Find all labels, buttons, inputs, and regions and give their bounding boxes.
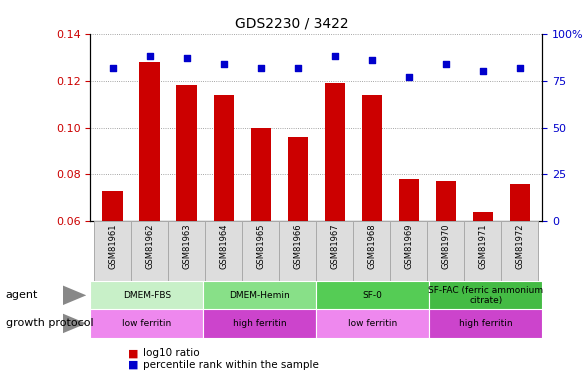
Text: GSM81970: GSM81970 [441,223,451,268]
Bar [429,281,542,309]
Text: GSM81961: GSM81961 [108,223,117,268]
Text: SF-FAC (ferric ammonium
citrate): SF-FAC (ferric ammonium citrate) [428,286,543,305]
Bar [465,221,501,281]
Bar [242,221,279,281]
Point [108,64,117,70]
Bar [251,128,271,221]
Text: high ferritin: high ferritin [459,319,512,328]
Bar [325,83,345,221]
Bar [177,86,197,221]
Text: GSM81972: GSM81972 [515,223,525,268]
Text: percentile rank within the sample: percentile rank within the sample [143,360,319,369]
Text: GSM81962: GSM81962 [145,223,154,268]
Point [515,64,525,70]
Polygon shape [63,314,86,333]
Text: high ferritin: high ferritin [233,319,287,328]
Point [330,53,339,59]
Bar [436,182,456,221]
Bar [473,212,493,221]
Text: SF-0: SF-0 [363,291,382,300]
Text: GSM81964: GSM81964 [219,223,228,268]
Text: GSM81963: GSM81963 [182,223,191,268]
Text: low ferritin: low ferritin [348,319,398,328]
Bar [168,221,205,281]
Text: growth protocol: growth protocol [6,318,93,328]
Point [182,55,191,61]
Bar [510,184,530,221]
Bar [391,221,427,281]
Text: ■: ■ [128,360,139,369]
Point [293,64,303,70]
Bar [317,309,429,338]
Text: GSM81967: GSM81967 [331,223,339,268]
Text: GSM81971: GSM81971 [479,223,487,268]
Point [256,64,265,70]
Point [478,68,487,74]
Text: DMEM-Hemin: DMEM-Hemin [230,291,290,300]
Point [219,61,229,67]
Bar [139,62,160,221]
Text: GDS2230 / 3422: GDS2230 / 3422 [235,17,348,31]
Bar [287,137,308,221]
Text: GSM81968: GSM81968 [367,223,377,268]
Point [404,74,413,80]
Bar [317,281,429,309]
Bar [427,221,465,281]
Text: low ferritin: low ferritin [122,319,171,328]
Point [145,53,154,59]
Text: DMEM-FBS: DMEM-FBS [123,291,171,300]
Text: log10 ratio: log10 ratio [143,348,199,358]
Bar [429,309,542,338]
Bar [94,221,131,281]
Text: GSM81965: GSM81965 [256,223,265,268]
Bar [279,221,316,281]
Bar [501,221,539,281]
Text: agent: agent [6,290,38,300]
Text: GSM81966: GSM81966 [293,223,302,268]
Text: ■: ■ [128,348,139,358]
Bar [399,179,419,221]
Bar [317,221,353,281]
Bar [131,221,168,281]
Point [441,61,451,67]
Bar [213,95,234,221]
Bar [361,95,382,221]
Bar [353,221,391,281]
Point [367,57,377,63]
Text: GSM81969: GSM81969 [405,223,413,268]
Bar [90,309,203,338]
Polygon shape [63,286,86,305]
Bar [203,309,317,338]
Bar [90,281,203,309]
Bar [203,281,317,309]
Bar [205,221,242,281]
Bar [103,191,123,221]
